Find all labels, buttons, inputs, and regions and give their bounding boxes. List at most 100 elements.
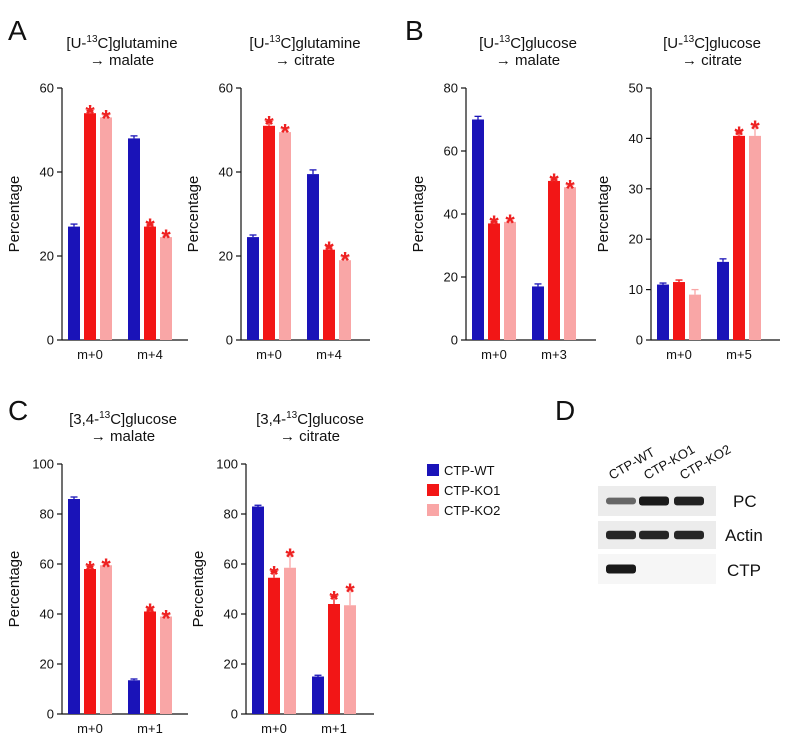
- legend-label-ctp-wt: CTP-WT: [444, 463, 495, 478]
- bar-ctp-wt-m-4: [128, 138, 140, 340]
- y-tick-label: 0: [226, 333, 233, 348]
- panel-letter-d: D: [555, 395, 575, 426]
- blot-row-label-ctp: CTP: [727, 561, 761, 580]
- chart-title-line1: [U-13C]glucose: [663, 34, 761, 52]
- chart-title-line2: → malate: [91, 428, 155, 445]
- significance-star: *: [161, 605, 171, 632]
- y-tick-label: 30: [629, 181, 643, 196]
- chart-title-line1: [3,4-13C]glucose: [69, 410, 177, 428]
- bar-ctp-ko2-m-1: [160, 616, 172, 714]
- bar-ctp-ko1-m-5: [733, 135, 745, 340]
- blot-band-actin-ctp-ko2: [674, 530, 704, 540]
- blot-row-label-pc: PC: [733, 492, 757, 511]
- x-tick-label: m+0: [261, 721, 287, 736]
- bar-ctp-wt-m-0: [247, 237, 259, 340]
- legend-swatch-ctp-ko2: [427, 504, 439, 516]
- y-tick-label: 40: [629, 131, 643, 146]
- y-tick-label: 80: [444, 81, 458, 96]
- legend: CTP-WT CTP-KO1 CTP-KO2: [427, 463, 500, 518]
- significance-star: *: [85, 557, 95, 584]
- y-tick-label: 40: [224, 607, 238, 622]
- chart-title-line2: → malate: [496, 52, 560, 69]
- bar-ctp-ko2-m-4: [339, 260, 351, 340]
- y-tick-label: 10: [629, 282, 643, 297]
- bar-ctp-wt-m-0: [68, 226, 80, 340]
- chart-title-line1: [3,4-13C]glucose: [256, 410, 364, 428]
- y-axis-label: Percentage: [595, 176, 612, 253]
- bar-ctp-ko2-m-0: [100, 565, 112, 714]
- y-tick-label: 20: [40, 657, 54, 672]
- chart-b-glucose-citrate: [U-13C]glucose→ citrate Percentage 0 10 20 30…: [595, 34, 780, 362]
- panel-letter-b: B: [405, 15, 424, 46]
- x-tick-label: m+1: [321, 721, 347, 736]
- y-tick-label: 20: [219, 249, 233, 264]
- bar-ctp-wt-m-0: [472, 119, 484, 340]
- blot-row-label-actin: Actin: [725, 526, 763, 545]
- significance-star: *: [145, 214, 155, 241]
- significance-star: *: [505, 210, 515, 237]
- y-tick-label: 0: [231, 707, 238, 722]
- legend-swatch-ctp-ko1: [427, 484, 439, 496]
- x-tick-label: m+4: [137, 347, 163, 362]
- bar-ctp-wt-m-0: [657, 284, 669, 340]
- bar-ctp-ko1-m-4: [323, 249, 335, 340]
- y-tick-label: 60: [40, 557, 54, 572]
- bar-ctp-ko2-m-0: [100, 117, 112, 341]
- bar-ctp-wt-m-0: [68, 499, 80, 714]
- y-tick-label: 60: [224, 557, 238, 572]
- legend-label-ctp-ko2: CTP-KO2: [444, 503, 500, 518]
- x-tick-label: m+3: [541, 347, 567, 362]
- chart-title-line2: → malate: [90, 52, 154, 69]
- blot-band-actin-ctp-wt: [606, 530, 636, 540]
- y-tick-label: 0: [47, 707, 54, 722]
- bar-ctp-ko1-m-0: [488, 223, 500, 340]
- y-tick-label: 20: [444, 270, 458, 285]
- significance-star: *: [145, 599, 155, 626]
- bar-ctp-ko2-m-4: [160, 237, 172, 340]
- bar-ctp-wt-m-4: [307, 174, 319, 340]
- y-axis-label: Percentage: [410, 176, 427, 253]
- chart-a-glutamine-citrate: [U-13C]glutamine→ citrate Percentage 0 20 40…: [185, 34, 370, 362]
- blot-band-pc-ctp-ko1: [639, 496, 669, 506]
- legend-label-ctp-ko1: CTP-KO1: [444, 483, 500, 498]
- significance-star: *: [549, 169, 559, 196]
- y-tick-label: 60: [219, 81, 233, 96]
- significance-star: *: [565, 175, 575, 202]
- blot-band-actin-ctp-ko1: [639, 530, 669, 540]
- y-tick-label: 40: [40, 165, 54, 180]
- y-tick-label: 0: [636, 333, 643, 348]
- x-tick-label: m+0: [481, 347, 507, 362]
- panel-letter-a: A: [8, 15, 27, 46]
- bar-ctp-ko1-m-0: [84, 113, 96, 340]
- x-tick-label: m+4: [316, 347, 342, 362]
- bar-ctp-wt-m-5: [717, 261, 729, 340]
- chart-title-line1: [U-13C]glutamine: [249, 34, 360, 52]
- y-tick-label: 100: [32, 457, 54, 472]
- bar-ctp-ko1-m-0: [263, 125, 275, 340]
- significance-star: *: [161, 225, 171, 252]
- significance-star: *: [489, 211, 499, 238]
- significance-star: *: [280, 120, 290, 147]
- x-tick-label: m+1: [137, 721, 163, 736]
- bar-ctp-ko1-m-0: [84, 569, 96, 714]
- blot-band-pc-ctp-ko2: [674, 496, 704, 506]
- significance-star: *: [85, 101, 95, 128]
- bar-ctp-ko2-m-0: [689, 294, 701, 340]
- blot-band-ctp-ctp-wt: [606, 564, 636, 574]
- bar-ctp-wt-m-1: [128, 680, 140, 714]
- significance-star: *: [750, 116, 760, 143]
- chart-b-glucose-malate: [U-13C]glucose→ malate Percentage 0 20 40 60 8…: [410, 34, 596, 362]
- chart-title-line2: → citrate: [275, 52, 335, 69]
- x-tick-label: m+0: [77, 721, 103, 736]
- significance-star: *: [269, 562, 279, 589]
- chart-c-34glucose-malate: [3,4-13C]glucose→ malate Percentage 0 20 40 6…: [6, 410, 188, 736]
- bar-ctp-ko2-m-0: [284, 567, 296, 714]
- y-tick-label: 40: [219, 165, 233, 180]
- chart-title-line1: [U-13C]glutamine: [66, 34, 177, 52]
- bar-ctp-ko1-m-3: [548, 180, 560, 340]
- chart-c-34glucose-citrate: [3,4-13C]glucose→ citrate Percentage 0 20 40…: [190, 410, 374, 736]
- significance-star: *: [101, 554, 111, 581]
- panel-letter-c: C: [8, 395, 28, 426]
- y-tick-label: 40: [444, 207, 458, 222]
